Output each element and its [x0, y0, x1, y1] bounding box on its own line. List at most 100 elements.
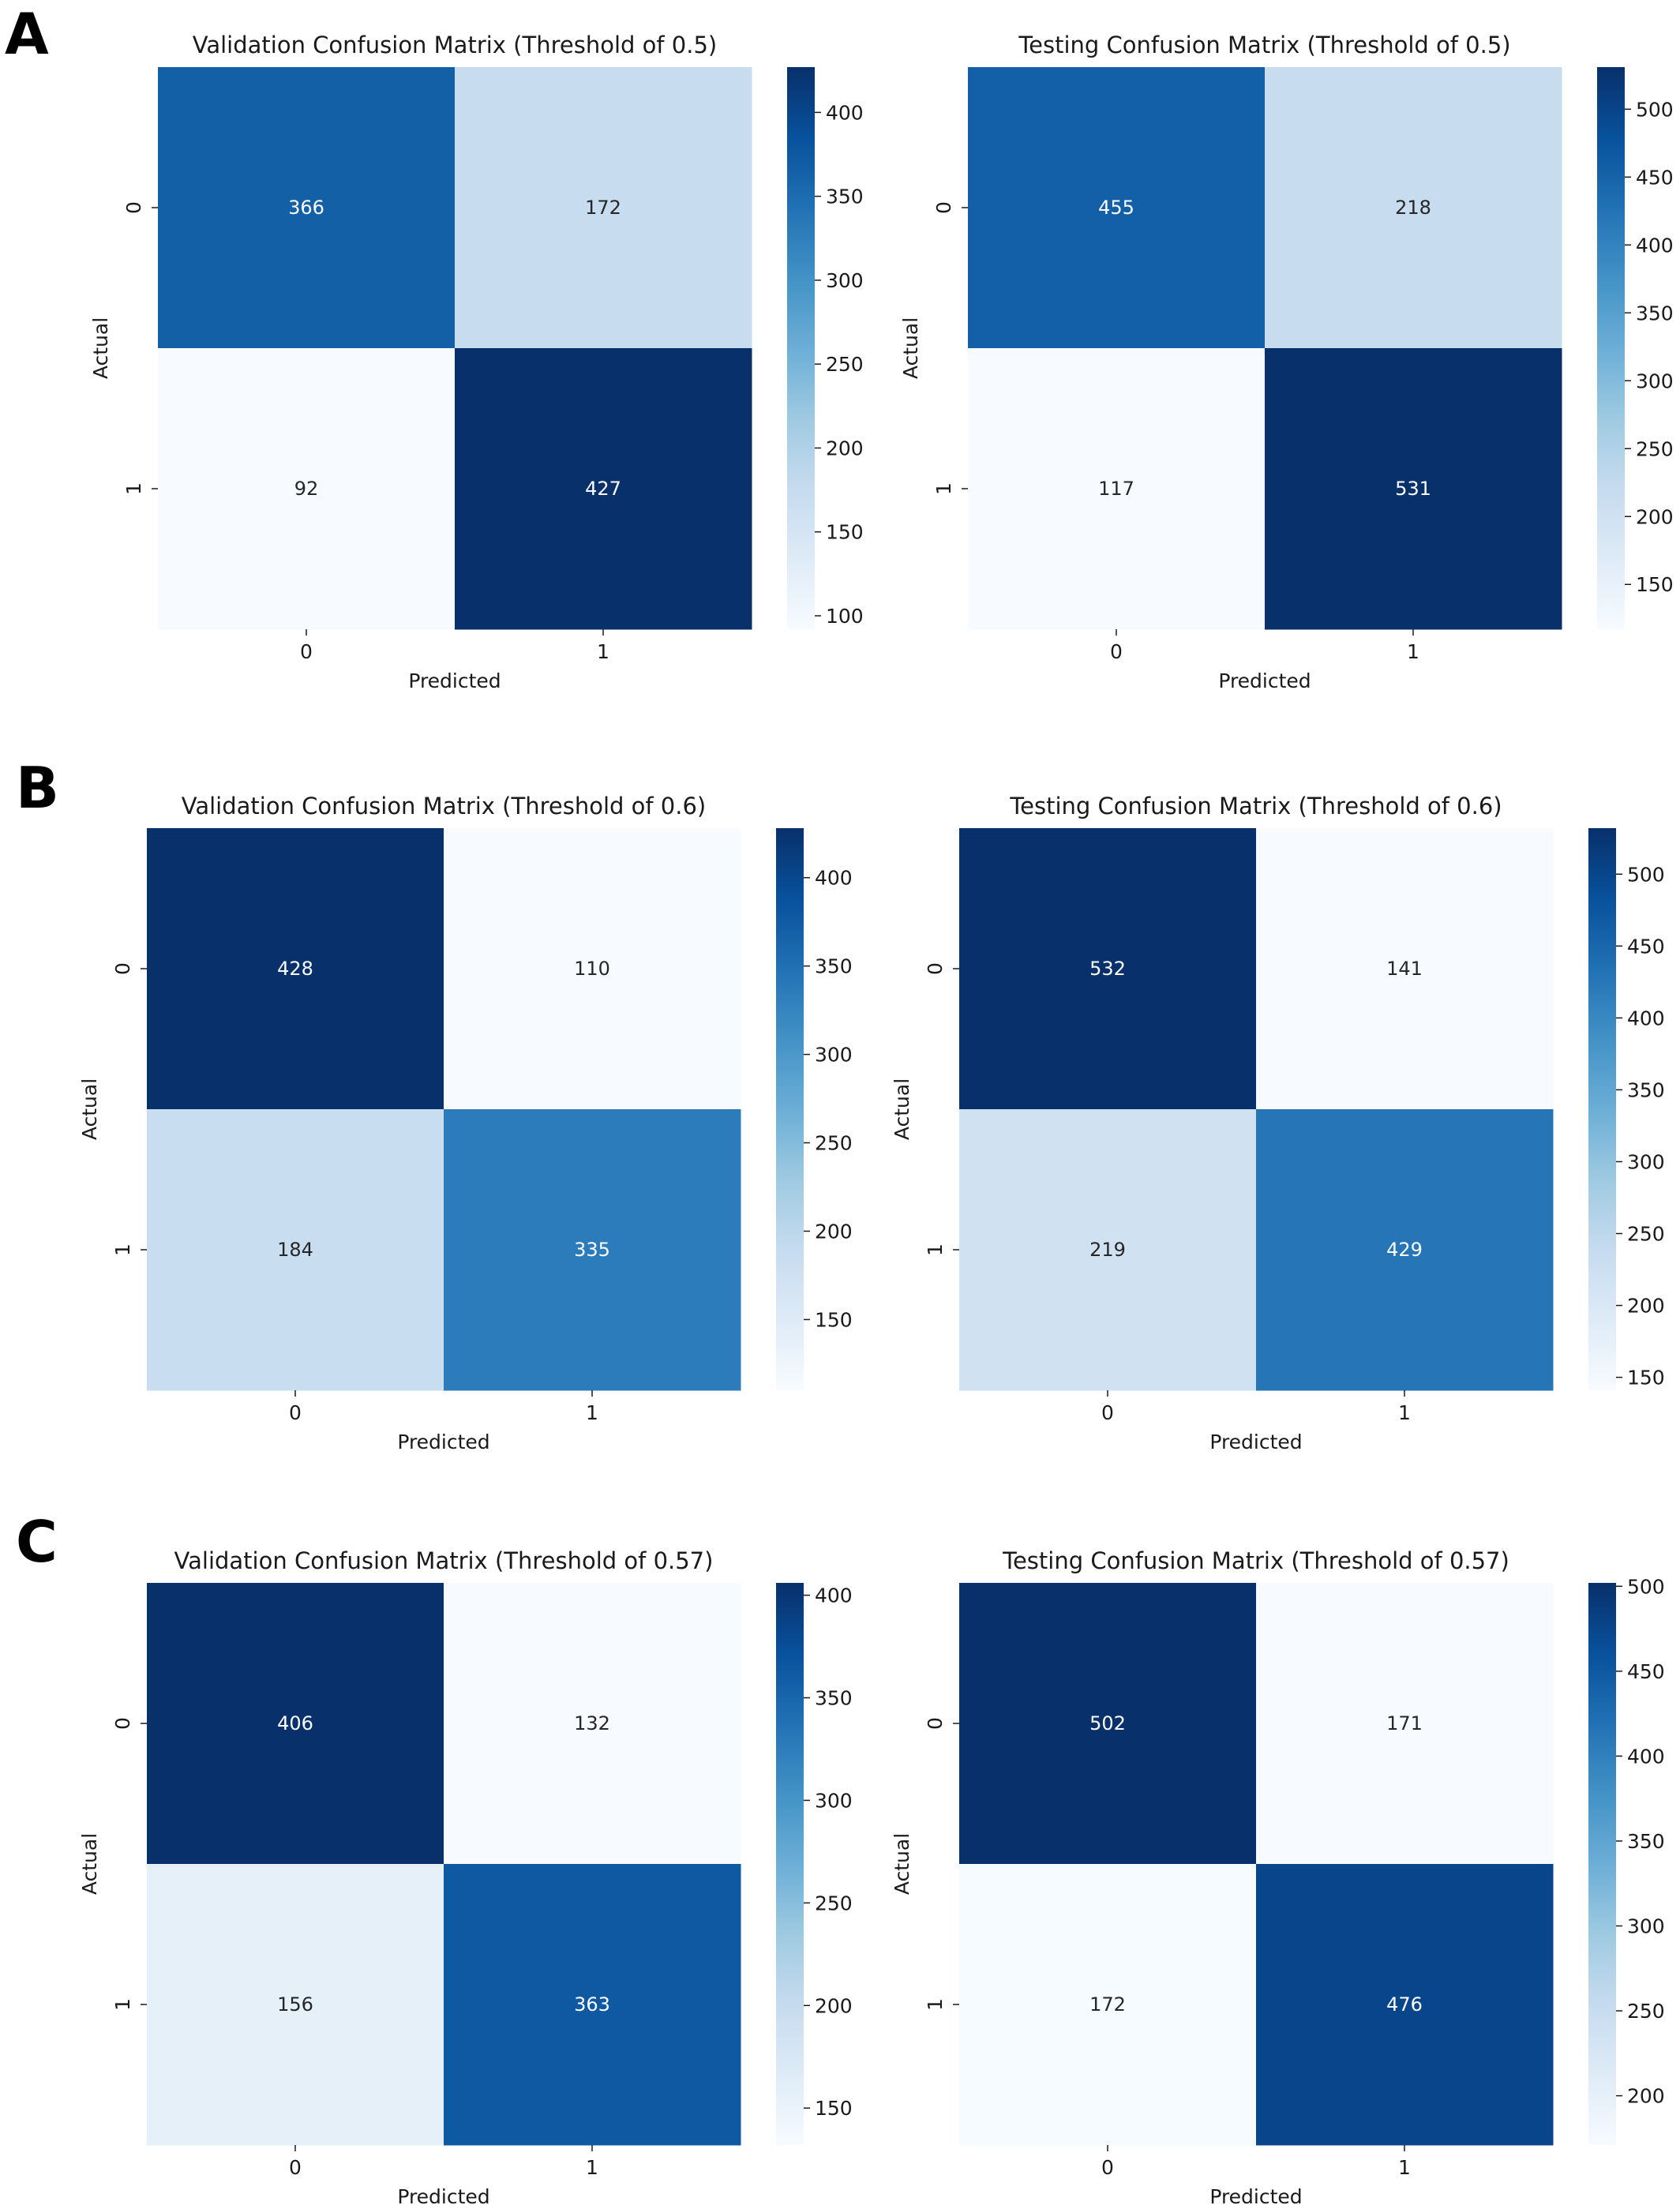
- colorbar-tick-label: 450: [1627, 1660, 1665, 1683]
- x-tick-label: 1: [586, 1401, 598, 1424]
- cell-value-label: 429: [1386, 1239, 1423, 1261]
- heatmap-cell-0-0: [147, 1583, 444, 1865]
- colorbar-tick-label: 300: [1627, 1915, 1665, 1938]
- chart-title: Testing Confusion Matrix (Threshold of 0…: [1018, 32, 1510, 58]
- heatmap-cell-0-1: [444, 828, 741, 1110]
- x-tick-label: 1: [1407, 640, 1419, 663]
- x-tick-label: 0: [300, 640, 313, 663]
- colorbar: [1597, 67, 1625, 629]
- heatmap-cell-1-0: [147, 1864, 444, 2146]
- y-tick-label: 0: [122, 201, 145, 214]
- colorbar-tick-label: 250: [826, 353, 864, 376]
- colorbar-tick-label: 200: [1636, 505, 1674, 528]
- cell-value-label: 117: [1098, 478, 1134, 500]
- y-tick-label: 0: [111, 962, 134, 975]
- heatmap-cell-0-0: [968, 67, 1266, 349]
- colorbar: [1588, 828, 1616, 1390]
- x-tick-label: 0: [289, 1401, 302, 1424]
- heatmap-cell-1-0: [968, 348, 1266, 630]
- colorbar-tick-label: 300: [815, 1044, 853, 1067]
- heatmap-cell-0-0: [147, 828, 444, 1110]
- heatmap-cell-1-0: [147, 1109, 444, 1391]
- y-tick-label: 0: [924, 962, 947, 975]
- cell-value-label: 172: [1089, 1993, 1126, 2016]
- colorbar-tick-label: 400: [815, 1584, 853, 1607]
- colorbar-tick-label: 150: [815, 2097, 853, 2120]
- colorbar: [776, 1583, 804, 2145]
- cell-value-label: 532: [1089, 958, 1126, 980]
- heatmap-cell-1-1: [1265, 348, 1562, 630]
- colorbar-tick-label: 200: [1627, 1295, 1665, 1318]
- heatmap-cell-0-1: [1256, 828, 1554, 1110]
- cell-value-label: 455: [1098, 197, 1134, 219]
- colorbar-tick-label: 350: [1636, 302, 1674, 324]
- y-tick-label: 1: [111, 1243, 134, 1256]
- x-tick-label: 0: [1110, 640, 1123, 663]
- colorbar: [776, 828, 804, 1390]
- colorbar-tick-label: 350: [1627, 1830, 1665, 1853]
- validation-confusion-matrix-threshold-0.5: Validation Confusion Matrix (Threshold o…: [89, 32, 864, 692]
- colorbar-tick-label: 400: [1627, 1745, 1665, 1768]
- cell-value-label: 218: [1395, 197, 1431, 219]
- cell-value-label: 172: [585, 197, 621, 219]
- colorbar-tick-label: 500: [1627, 1575, 1665, 1598]
- cell-value-label: 132: [574, 1712, 610, 1734]
- x-axis-label: Predicted: [1218, 669, 1311, 692]
- heatmap-cell-1-1: [444, 1109, 741, 1391]
- colorbar-tick-label: 300: [815, 1789, 853, 1812]
- cell-value-label: 110: [574, 958, 610, 980]
- cell-value-label: 428: [277, 958, 313, 980]
- heatmap-cell-0-1: [1265, 67, 1562, 349]
- validation-confusion-matrix-threshold-0.6: Validation Confusion Matrix (Threshold o…: [78, 793, 853, 1453]
- colorbar-tick-label: 150: [815, 1308, 853, 1331]
- heatmap-cell-1-0: [959, 1864, 1257, 2146]
- colorbar-tick-label: 300: [1636, 369, 1674, 392]
- colorbar-tick-label: 250: [1636, 437, 1674, 460]
- panel-label-b: B: [16, 755, 59, 821]
- colorbar: [787, 67, 815, 629]
- heatmap-cell-1-1: [455, 348, 752, 630]
- chart-title: Validation Confusion Matrix (Threshold o…: [174, 1547, 714, 1574]
- colorbar-tick-label: 100: [826, 605, 864, 628]
- y-tick-label: 0: [924, 1717, 947, 1730]
- y-tick-label: 1: [111, 1998, 134, 2011]
- colorbar-tick-label: 300: [1627, 1150, 1665, 1173]
- testing-confusion-matrix-threshold-0.5: Testing Confusion Matrix (Threshold of 0…: [899, 32, 1674, 692]
- heatmap-cell-1-0: [158, 348, 456, 630]
- heatmap-cell-1-0: [959, 1109, 1257, 1391]
- colorbar-tick-label: 350: [826, 186, 864, 208]
- cell-value-label: 184: [277, 1239, 313, 1261]
- colorbar-tick-label: 450: [1636, 166, 1674, 189]
- y-axis-label: Actual: [89, 317, 112, 379]
- heatmap-cell-0-1: [1256, 1583, 1554, 1865]
- colorbar-tick-label: 300: [826, 269, 864, 292]
- x-axis-label: Predicted: [1209, 2185, 1302, 2205]
- x-tick-label: 1: [1398, 1401, 1411, 1424]
- x-tick-label: 0: [1101, 1401, 1114, 1424]
- testing-confusion-matrix-threshold-0.57: Testing Confusion Matrix (Threshold of 0…: [891, 1547, 1665, 2205]
- cell-value-label: 502: [1089, 1712, 1126, 1734]
- heatmap-cell-1-1: [1256, 1864, 1554, 2146]
- colorbar-tick-label: 350: [815, 1687, 853, 1710]
- x-tick-label: 0: [1101, 2156, 1114, 2179]
- x-axis-label: Predicted: [1209, 1431, 1302, 1453]
- colorbar-tick-label: 250: [815, 1132, 853, 1155]
- colorbar-tick-label: 400: [1636, 234, 1674, 257]
- y-axis-label: Actual: [891, 1833, 913, 1895]
- heatmap-cell-0-0: [959, 1583, 1257, 1865]
- cell-value-label: 335: [574, 1239, 610, 1261]
- y-axis-label: Actual: [899, 317, 922, 379]
- colorbar-tick-label: 200: [826, 437, 864, 459]
- y-axis-label: Actual: [78, 1078, 101, 1140]
- colorbar-tick-label: 400: [815, 867, 853, 890]
- colorbar-tick-label: 500: [1636, 98, 1674, 121]
- cell-value-label: 141: [1386, 958, 1423, 980]
- cell-value-label: 406: [277, 1712, 313, 1734]
- cell-value-label: 476: [1386, 1993, 1423, 2016]
- cell-value-label: 531: [1395, 478, 1431, 500]
- x-tick-label: 1: [1398, 2156, 1411, 2179]
- heatmap-cell-0-0: [959, 828, 1257, 1110]
- panel-label-a: A: [5, 1, 49, 67]
- y-axis-label: Actual: [891, 1078, 913, 1140]
